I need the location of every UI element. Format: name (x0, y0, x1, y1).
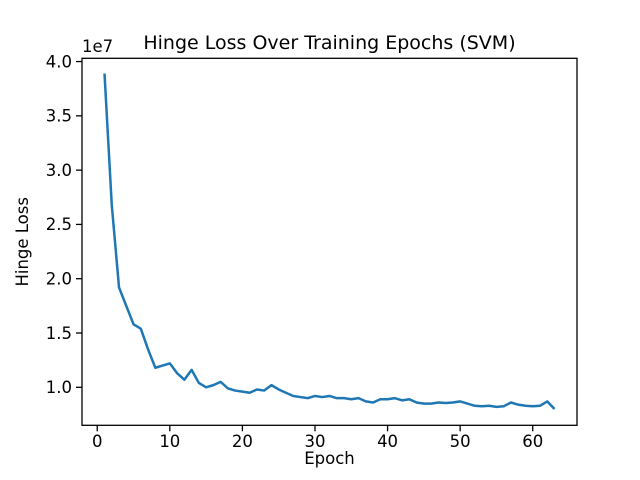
y-tick-label: 1.5 (46, 324, 72, 343)
y-tick-label: 4.0 (46, 52, 72, 71)
chart-title: Hinge Loss Over Training Epochs (SVM) (143, 32, 515, 54)
x-tick-label: 10 (159, 432, 180, 451)
y-axis-offset-label: 1e7 (82, 37, 113, 56)
x-tick-label: 0 (92, 432, 103, 451)
plot-area-border (81, 57, 578, 426)
y-axis-ticks: 1.0 1.5 2.0 2.5 3.0 3.5 4.0 (46, 52, 82, 397)
y-tick-label: 1.0 (46, 378, 72, 397)
x-tick-label: 60 (522, 432, 543, 451)
x-axis-label: Epoch (304, 449, 355, 468)
hinge-loss-line (103, 73, 556, 410)
x-tick-label: 40 (377, 432, 398, 451)
y-axis-label: Hinge Loss (13, 197, 32, 287)
loss-curve (103, 73, 556, 410)
y-tick-label: 2.5 (46, 215, 72, 234)
y-tick-label: 2.0 (46, 270, 72, 289)
x-tick-label: 20 (232, 432, 253, 451)
y-tick-label: 3.5 (46, 107, 72, 126)
y-tick-label: 3.0 (46, 161, 72, 180)
x-tick-label: 50 (450, 432, 471, 451)
x-tick-label: 30 (304, 432, 325, 451)
x-axis-ticks: 0 10 20 30 40 50 60 (92, 425, 543, 451)
